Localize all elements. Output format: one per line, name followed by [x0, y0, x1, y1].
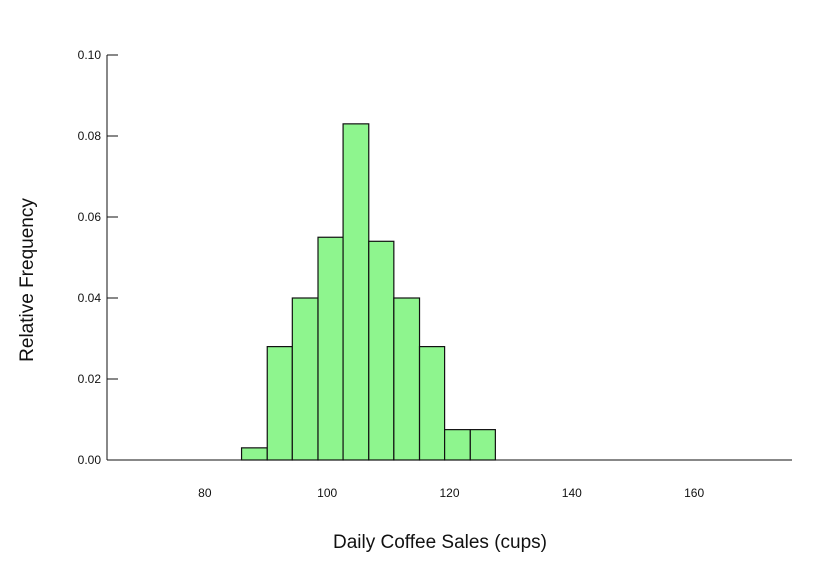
histogram-bar-3 — [317, 236, 344, 461]
histogram-bar-9 — [469, 429, 496, 461]
y-tick-label: 0.10 — [78, 48, 102, 62]
x-tick-label: 160 — [684, 486, 704, 500]
x-tick-label: 120 — [439, 486, 459, 500]
x-axis-title: Daily Coffee Sales (cups) — [333, 532, 547, 553]
histogram-bar-5 — [368, 240, 395, 461]
y-tick-label: 0.00 — [78, 453, 102, 467]
bars-group — [240, 123, 496, 461]
histogram-bar-0 — [240, 447, 268, 461]
y-axis-title: Relative Frequency — [17, 198, 38, 362]
y-tick-label: 0.06 — [78, 210, 102, 224]
histogram-bar-1 — [266, 346, 293, 461]
x-tick-label: 140 — [562, 486, 582, 500]
y-tick-label: 0.04 — [78, 291, 102, 305]
histogram-bar-4 — [342, 123, 370, 461]
histogram-bar-8 — [444, 429, 471, 461]
histogram-bar-2 — [291, 297, 319, 461]
histogram-bar-6 — [393, 297, 421, 461]
x-tick-label: 80 — [198, 486, 212, 500]
y-tick-label: 0.08 — [78, 129, 102, 143]
x-tick-label: 100 — [317, 486, 337, 500]
histogram-bar-7 — [418, 346, 446, 461]
x-axis: 80 100 120 140 160 — [107, 459, 792, 500]
y-axis: 0.00 0.02 0.04 0.06 0.08 0.10 — [78, 48, 118, 467]
y-tick-label: 0.02 — [78, 372, 102, 386]
